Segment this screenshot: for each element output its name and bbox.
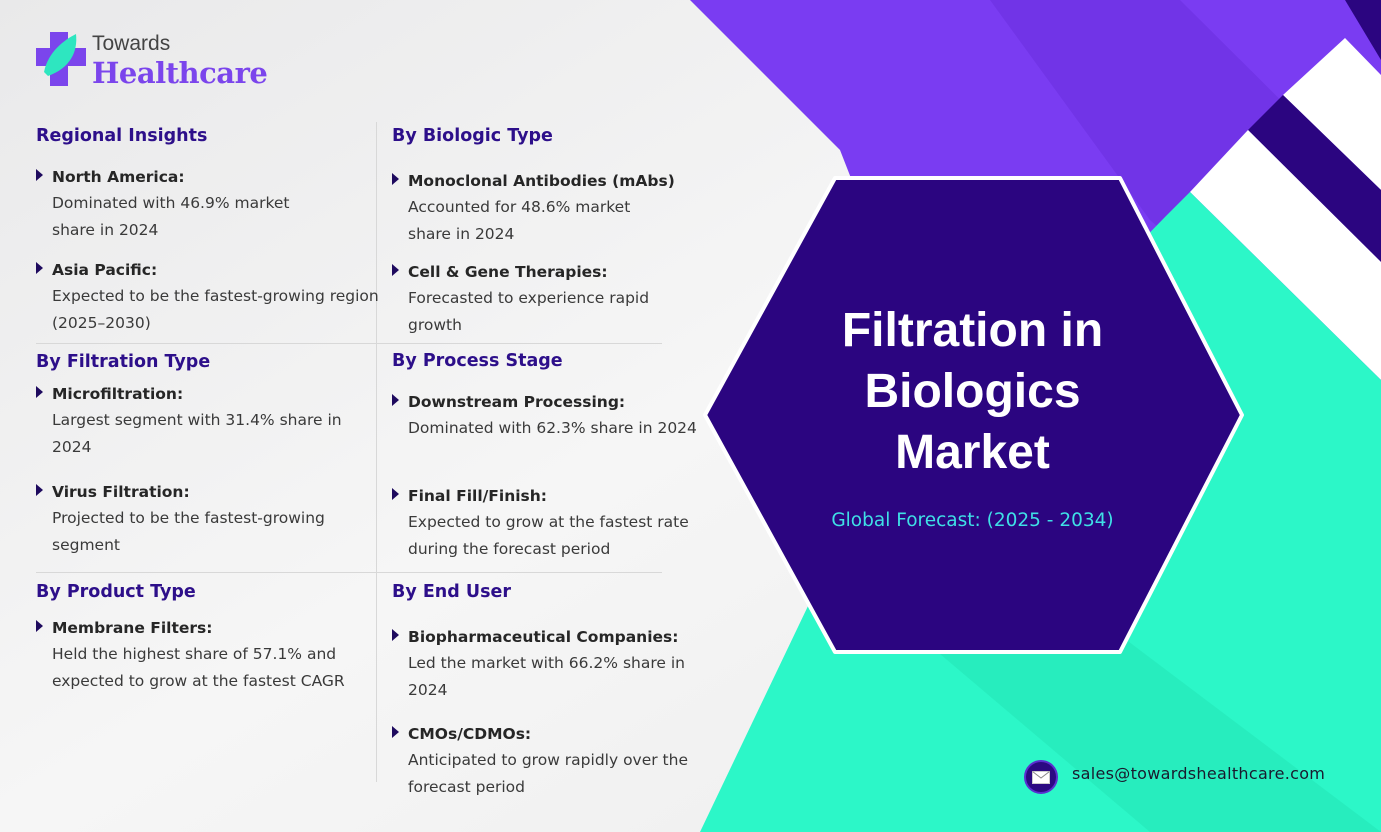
triangle-bullet-icon <box>36 484 43 496</box>
item-body: Projected to be the fastest-growing segm… <box>52 509 325 554</box>
section-heading-filtration: By Filtration Type <box>36 352 211 372</box>
page-title: Filtration in Biologics Market <box>775 300 1170 483</box>
section-heading-regional: Regional Insights <box>36 126 208 146</box>
item-title: Final Fill/Finish: <box>408 487 548 505</box>
triangle-bullet-icon <box>36 262 43 274</box>
list-item: Biopharmaceutical Companies: Led the mark… <box>392 624 718 703</box>
item-title: Virus Filtration: <box>52 483 190 501</box>
item-body: Dominated with 62.3% share in 2024 <box>408 419 697 437</box>
item-title: Asia Pacific: <box>52 261 158 279</box>
item-body: Largest segment with 31.4% share in 2024 <box>52 411 342 456</box>
title-hexagon <box>703 176 1244 654</box>
brand-logo: Towards Healthcare <box>34 28 274 98</box>
item-body: Forecasted to experience rapid growth <box>408 289 650 334</box>
title-line: Biologics <box>864 365 1081 418</box>
section-heading-biologic: By Biologic Type <box>392 126 553 146</box>
item-title: Monoclonal Antibodies (mAbs) <box>408 172 675 190</box>
title-line: Filtration in <box>841 304 1104 357</box>
list-item: Membrane Filters: Held the highest share … <box>36 615 382 694</box>
contact-email-link[interactable]: sales@towardshealthcare.com <box>1072 764 1326 783</box>
section-heading-enduser: By End User <box>392 582 511 602</box>
item-title: Biopharmaceutical Companies: <box>408 628 679 646</box>
row-divider <box>36 572 662 573</box>
item-title: Microfiltration: <box>52 385 184 403</box>
item-body: Expected to grow at the fastest rate dur… <box>408 513 689 558</box>
triangle-bullet-icon <box>36 386 43 398</box>
triangle-bullet-icon <box>392 394 399 406</box>
list-item: Microfiltration: Largest segment with 31.… <box>36 381 382 460</box>
triangle-bullet-icon <box>392 264 399 276</box>
column-divider <box>376 122 377 782</box>
row-divider <box>36 343 662 344</box>
list-item: Monoclonal Antibodies (mAbs) Accounted fo… <box>392 168 708 247</box>
mail-icon[interactable] <box>1024 760 1058 794</box>
plus-leaf-icon <box>36 32 86 86</box>
list-item: Downstream Processing: Dominated with 62.… <box>392 389 708 442</box>
triangle-bullet-icon <box>392 726 399 738</box>
item-title: Membrane Filters: <box>52 619 213 637</box>
triangle-bullet-icon <box>392 488 399 500</box>
list-item: Cell & Gene Therapies: Forecasted to expe… <box>392 259 708 338</box>
item-body: Led the market with 66.2% share in 2024 <box>408 654 685 699</box>
list-item: CMOs/CDMOs: Anticipated to grow rapidly o… <box>392 721 708 800</box>
brand-bottom: Healthcare <box>92 56 268 90</box>
list-item: Asia Pacific: Expected to be the fastest-… <box>36 257 382 336</box>
item-title: Downstream Processing: <box>408 393 626 411</box>
section-heading-process: By Process Stage <box>392 351 563 371</box>
item-body: Dominated with 46.9% market share in 202… <box>52 194 290 239</box>
triangle-bullet-icon <box>392 173 399 185</box>
triangle-bullet-icon <box>36 169 43 181</box>
triangle-bullet-icon <box>36 620 43 632</box>
item-title: Cell & Gene Therapies: <box>408 263 608 281</box>
brand-top: Towards <box>92 32 171 55</box>
item-body: Anticipated to grow rapidly over the for… <box>408 751 688 796</box>
item-title: CMOs/CDMOs: <box>408 725 532 743</box>
item-body: Expected to be the fastest-growing regio… <box>52 287 379 332</box>
forecast-subtitle: Global Forecast: (2025 - 2034) <box>831 510 1114 531</box>
list-item: Virus Filtration: Projected to be the fas… <box>36 479 382 558</box>
item-body: Accounted for 48.6% market share in 2024 <box>408 198 631 243</box>
item-body: Held the highest share of 57.1% and expe… <box>52 645 345 690</box>
list-item: North America: Dominated with 46.9% marke… <box>36 164 382 243</box>
envelope-icon <box>1032 770 1050 784</box>
title-line: Market <box>895 426 1050 479</box>
item-title: North America: <box>52 168 185 186</box>
triangle-bullet-icon <box>392 629 399 641</box>
section-heading-product: By Product Type <box>36 582 196 602</box>
list-item: Final Fill/Finish: Expected to grow at th… <box>392 483 708 562</box>
